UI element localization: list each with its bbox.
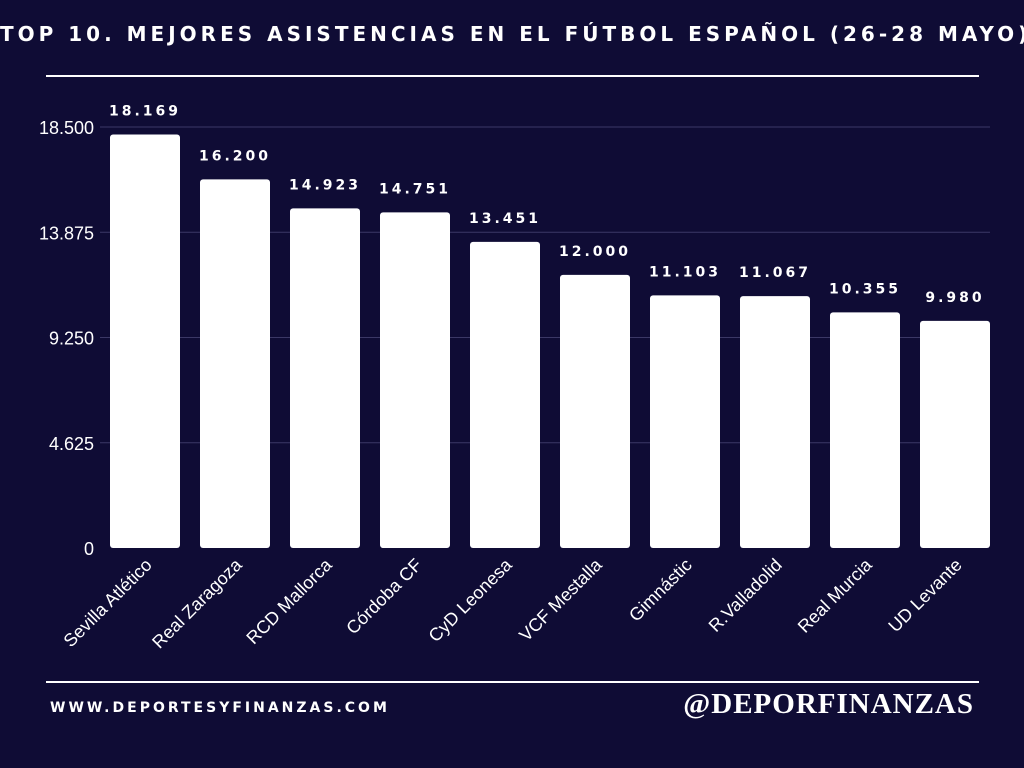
bottom-divider <box>46 681 979 683</box>
data-label: 9.980 <box>925 290 984 306</box>
bar <box>920 320 990 548</box>
x-tick-label: Sevilla Atlético <box>60 555 156 651</box>
top-divider <box>46 75 979 77</box>
bar <box>110 134 180 549</box>
x-tick-label: Gimnástic <box>625 555 696 626</box>
bar <box>380 212 450 549</box>
bar <box>560 274 630 548</box>
x-tick-label: RCD Mallorca <box>242 554 336 648</box>
website-link[interactable]: WWW.DEPORTESYFINANZAS.COM <box>50 700 390 716</box>
data-label: 18.169 <box>109 104 181 120</box>
bar <box>200 179 270 548</box>
x-tick-label: UD Levante <box>884 555 965 636</box>
bar <box>740 296 810 548</box>
bar <box>470 241 540 548</box>
data-label: 14.751 <box>379 181 451 197</box>
bar <box>290 208 360 548</box>
bar <box>830 312 900 548</box>
data-label: 14.923 <box>289 177 361 193</box>
data-label: 13.451 <box>469 211 541 227</box>
x-tick-label: Real Murcia <box>794 554 877 637</box>
x-tick-label: Real Zaragoza <box>148 554 246 652</box>
y-tick-label: 4.625 <box>49 434 94 454</box>
bar-chart: 0 4.625 9.250 13.875 18.500 18.169 Sevilla Atl… <box>39 104 990 652</box>
twitter-handle[interactable]: @DEPORFINANZAS <box>683 688 974 720</box>
x-tick-label: Córdoba CF <box>342 555 425 638</box>
data-label: 12.000 <box>559 244 631 260</box>
data-label: 11.103 <box>649 264 721 280</box>
bar <box>650 295 720 548</box>
data-label: 10.355 <box>829 281 901 297</box>
data-label: 16.200 <box>199 148 271 164</box>
x-tick-label: VCF Mestalla <box>515 554 606 645</box>
x-tick-label: R.Valladolid <box>705 555 786 636</box>
y-tick-label: 18.500 <box>39 118 94 138</box>
data-label: 11.067 <box>739 265 811 281</box>
x-tick-label: CyD Leonesa <box>425 554 517 646</box>
chart-title: TOP 10. MEJORES ASISTENCIAS EN EL FÚTBOL… <box>0 22 1024 46</box>
y-tick-label: 0 <box>84 539 94 559</box>
y-tick-label: 9.250 <box>49 329 94 349</box>
y-tick-label: 13.875 <box>39 223 94 243</box>
